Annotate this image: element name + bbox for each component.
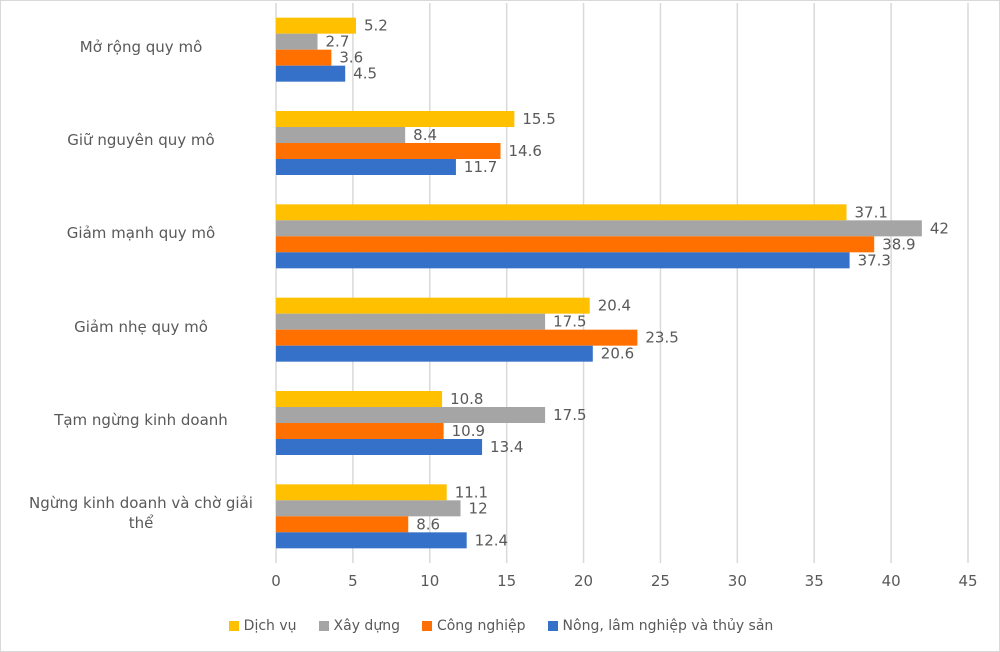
bar xyxy=(276,516,409,533)
bar xyxy=(276,484,447,501)
bar xyxy=(276,204,847,221)
legend-swatch xyxy=(318,621,329,631)
data-label: 14.6 xyxy=(509,142,542,160)
data-label: 10.9 xyxy=(452,422,485,440)
category-label: Giảm nhẹ quy mô xyxy=(74,317,208,336)
data-label: 42 xyxy=(930,219,949,237)
data-label: 4.5 xyxy=(353,65,377,83)
data-label: 11.1 xyxy=(455,483,488,501)
legend-swatch xyxy=(547,621,558,631)
bar xyxy=(276,65,346,82)
x-tick-label: 25 xyxy=(651,572,670,590)
x-tick-label: 30 xyxy=(728,572,747,590)
category-label: Tạm ngừng kinh doanh xyxy=(54,411,228,429)
data-label: 37.3 xyxy=(858,251,891,269)
bar xyxy=(276,345,593,362)
data-label: 10.8 xyxy=(450,390,483,408)
legend: Dịch vụ Xây dựng Công nghiệp Nông, lâm nghi… xyxy=(1,618,999,634)
bar xyxy=(276,313,546,330)
data-label: 17.5 xyxy=(553,406,586,424)
legend-label: Nông, lâm nghiệp và thủy sản xyxy=(562,618,774,634)
bar xyxy=(276,439,483,455)
bar xyxy=(276,500,461,517)
bar xyxy=(276,236,875,253)
bar xyxy=(276,111,515,127)
bar xyxy=(276,127,406,143)
x-tick-label: 45 xyxy=(958,572,977,590)
data-label: 38.9 xyxy=(882,235,915,253)
legend-label: Công nghiệp xyxy=(436,618,526,634)
x-tick-label: 35 xyxy=(805,572,824,590)
x-tick-label: 20 xyxy=(574,572,593,590)
legend-label: Xây dựng xyxy=(333,618,400,634)
bar xyxy=(276,532,467,549)
category-label: Mở rộng quy mô xyxy=(79,37,203,56)
x-tick-label: 40 xyxy=(882,572,901,590)
legend-label: Dịch vụ xyxy=(243,618,297,634)
bar xyxy=(276,220,922,237)
category-label: Giữ nguyên quy mô xyxy=(67,131,215,149)
bar xyxy=(276,159,456,175)
legend-swatch xyxy=(421,621,432,631)
category-label: Giảm mạnh quy mô xyxy=(66,224,216,243)
bar xyxy=(276,17,356,34)
x-tick-label: 5 xyxy=(348,572,358,590)
data-label: 23.5 xyxy=(645,329,678,347)
bar xyxy=(276,329,638,346)
data-label: 12.4 xyxy=(475,531,508,549)
data-label: 13.4 xyxy=(490,438,523,456)
category-label: Ngừng kinh doanh và chờ giải thể xyxy=(29,494,253,533)
data-label: 12 xyxy=(469,499,488,517)
bar xyxy=(276,423,444,439)
data-label: 8.6 xyxy=(416,515,440,533)
data-label: 20.4 xyxy=(598,297,631,315)
bar xyxy=(276,297,590,314)
data-label: 37.1 xyxy=(855,203,888,221)
legend-item: Nông, lâm nghiệp và thủy sản xyxy=(547,618,774,634)
data-label: 5.2 xyxy=(364,17,388,35)
x-tick-label: 10 xyxy=(420,572,439,590)
x-tick-label: 0 xyxy=(271,572,281,590)
bar xyxy=(276,33,318,50)
data-label: 3.6 xyxy=(339,49,363,67)
legend-item: Xây dựng xyxy=(318,618,400,634)
data-label: 17.5 xyxy=(553,313,586,331)
data-label: 2.7 xyxy=(326,33,350,51)
data-label: 15.5 xyxy=(522,110,555,128)
legend-swatch xyxy=(228,621,239,631)
data-label: 8.4 xyxy=(413,126,437,144)
bar xyxy=(276,252,850,269)
bar xyxy=(276,143,501,159)
data-label: 11.7 xyxy=(464,158,497,176)
bar xyxy=(276,49,332,66)
bar xyxy=(276,407,546,423)
data-label: 20.6 xyxy=(601,345,634,363)
bar xyxy=(276,391,443,407)
legend-item: Dịch vụ xyxy=(228,618,297,634)
legend-item: Công nghiệp xyxy=(421,618,526,634)
x-tick-label: 15 xyxy=(497,572,516,590)
